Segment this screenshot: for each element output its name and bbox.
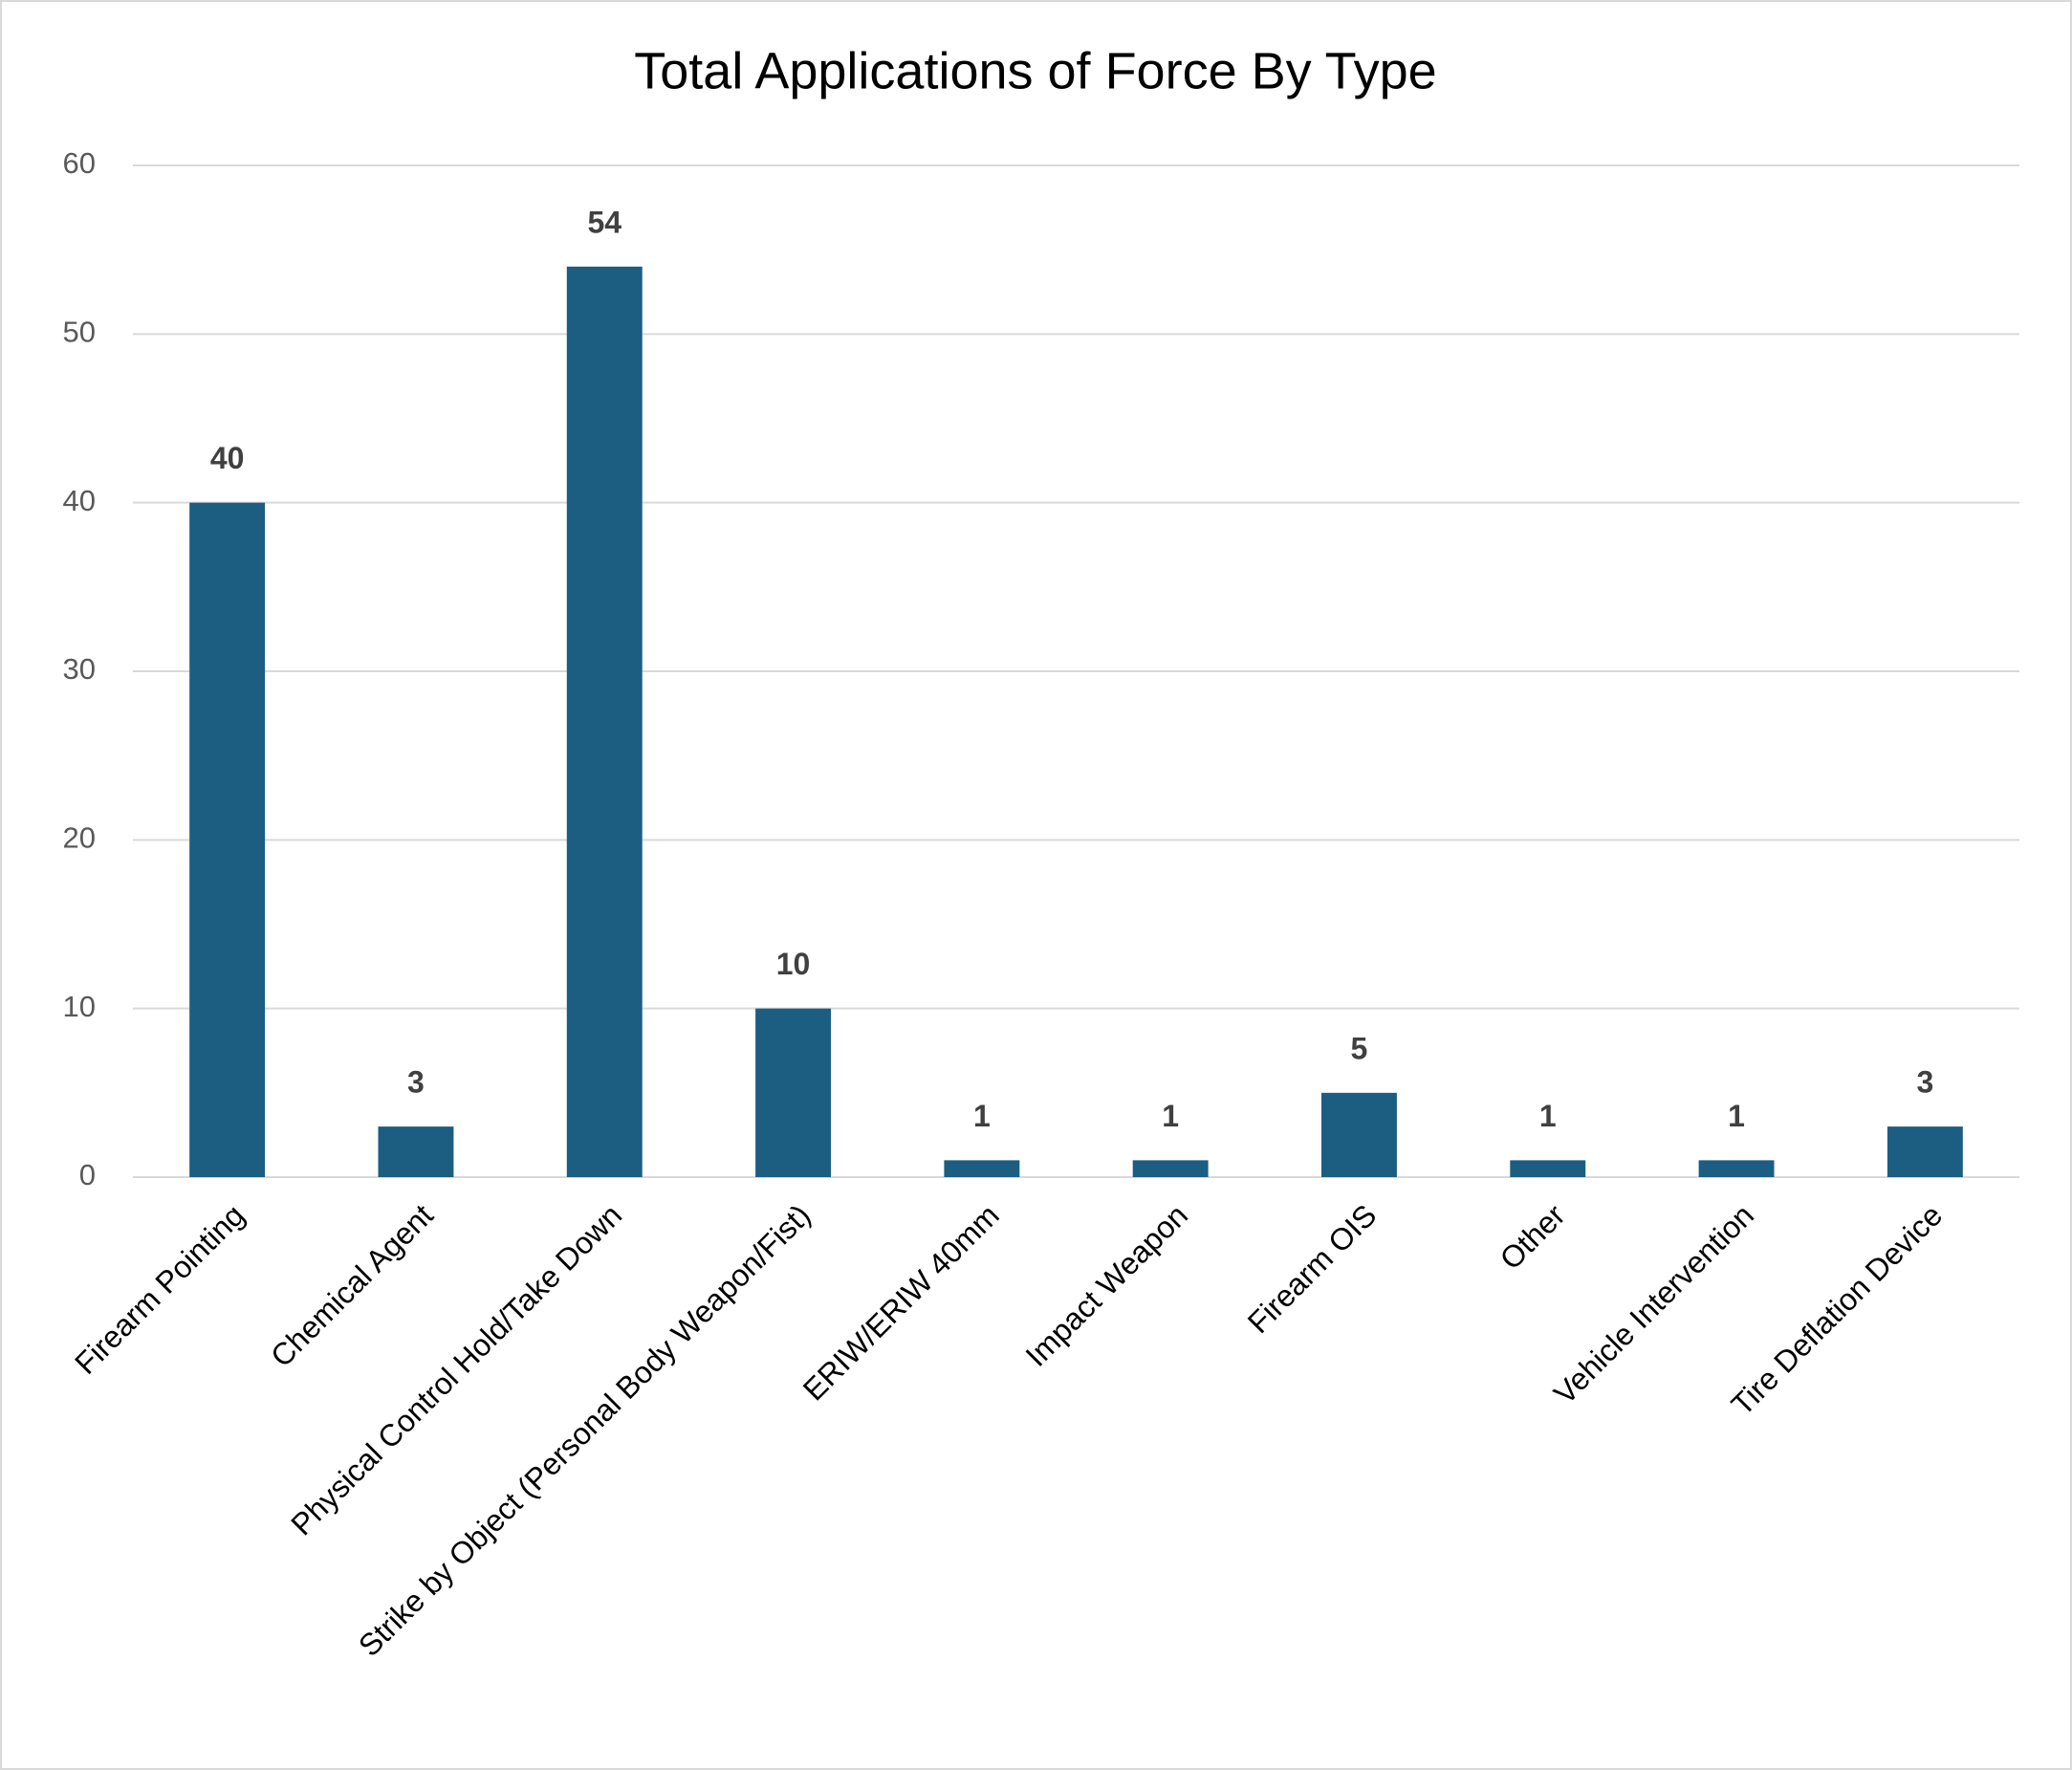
bar xyxy=(566,266,643,1177)
bar xyxy=(1887,1126,1963,1177)
value-label: 40 xyxy=(210,441,245,475)
bar xyxy=(944,1160,1020,1177)
value-label: 1 xyxy=(1728,1099,1745,1133)
y-tick-label: 40 xyxy=(63,484,96,517)
bar xyxy=(189,502,266,1177)
value-label: 54 xyxy=(587,205,622,239)
bar xyxy=(1510,1160,1586,1177)
value-label: 5 xyxy=(1351,1031,1368,1065)
y-tick-label: 60 xyxy=(63,146,96,180)
y-tick-label: 30 xyxy=(63,652,96,686)
value-label: 1 xyxy=(1539,1099,1557,1133)
y-tick-label: 10 xyxy=(63,990,96,1023)
chart-title: Total Applications of Force By Type xyxy=(634,42,1436,99)
value-label: 10 xyxy=(776,947,811,981)
y-tick-label: 0 xyxy=(79,1158,96,1191)
value-label: 1 xyxy=(1162,1099,1179,1133)
bar xyxy=(1320,1092,1397,1177)
y-tick-label: 20 xyxy=(63,821,96,855)
y-tick-label: 50 xyxy=(63,316,96,349)
bar xyxy=(1132,1160,1209,1177)
value-label: 1 xyxy=(973,1099,991,1133)
bar xyxy=(378,1126,454,1177)
value-label: 3 xyxy=(1916,1065,1933,1100)
value-label: 3 xyxy=(407,1065,425,1100)
bar xyxy=(1698,1160,1775,1177)
bar xyxy=(755,1008,832,1177)
